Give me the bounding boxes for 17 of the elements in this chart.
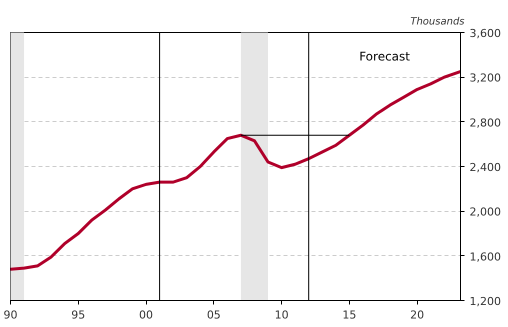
y-axis-title: Thousands — [410, 16, 465, 28]
x-tick-label: 10 — [274, 308, 289, 322]
x-tick-label: 05 — [206, 308, 221, 322]
x-tick-label: 20 — [410, 308, 424, 322]
y-tick-label: 1,200 — [470, 295, 501, 308]
annotation: Forecast — [359, 50, 410, 64]
y-tick-label: 1,600 — [470, 250, 501, 264]
x-tick-label: 95 — [71, 308, 86, 322]
line-series — [10, 70, 460, 271]
y-tick-label: 3,200 — [470, 72, 501, 85]
x-tick-label: 00 — [139, 308, 154, 322]
y-tick-label: 3,600 — [470, 27, 501, 40]
y-tick-label: 2,400 — [470, 161, 501, 174]
y-tick-label: 2,000 — [470, 206, 501, 219]
y-tick-label: 2,800 — [470, 116, 501, 130]
x-tick-label: 15 — [342, 308, 356, 322]
x-tick-label: 90 — [4, 308, 18, 322]
